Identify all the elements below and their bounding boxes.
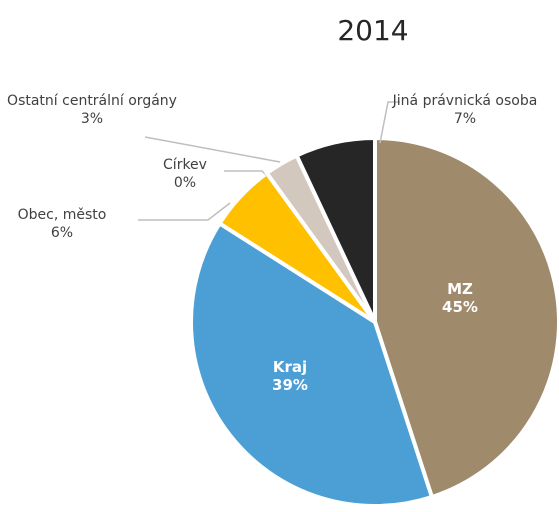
slice-value: 3% (80, 111, 104, 127)
chart-title: 2014 (337, 14, 409, 47)
leader-line (144, 136, 281, 163)
slice-name: Církev (163, 157, 207, 173)
slice-name: Obec, město (17, 207, 107, 223)
leader-line (138, 202, 231, 221)
pie-slice (293, 135, 377, 323)
data-label: MZ 45% (420, 280, 500, 316)
data-label: Církev 0% (145, 156, 225, 192)
slice-name: Jiná právnická osoba (392, 93, 538, 109)
slice-name: Kraj (272, 358, 308, 376)
slice-value: 39% (272, 376, 308, 394)
data-label: Kraj 39% (250, 358, 330, 394)
pie-slice (189, 220, 435, 508)
data-label: Jiná právnická osoba 7% (390, 92, 540, 128)
slice-name: MZ (447, 280, 473, 298)
slice-value: 7% (453, 111, 477, 127)
slice-name: Ostatní centrální orgány (7, 93, 177, 109)
pie-slice (373, 135, 559, 500)
data-label: Ostatní centrální orgány 3% (2, 92, 182, 128)
data-label: Obec, město 6% (0, 206, 132, 242)
leader-line (379, 101, 400, 144)
slice-value: 0% (173, 175, 197, 191)
slice-value: 6% (50, 225, 74, 241)
slice-value: 45% (442, 298, 478, 316)
